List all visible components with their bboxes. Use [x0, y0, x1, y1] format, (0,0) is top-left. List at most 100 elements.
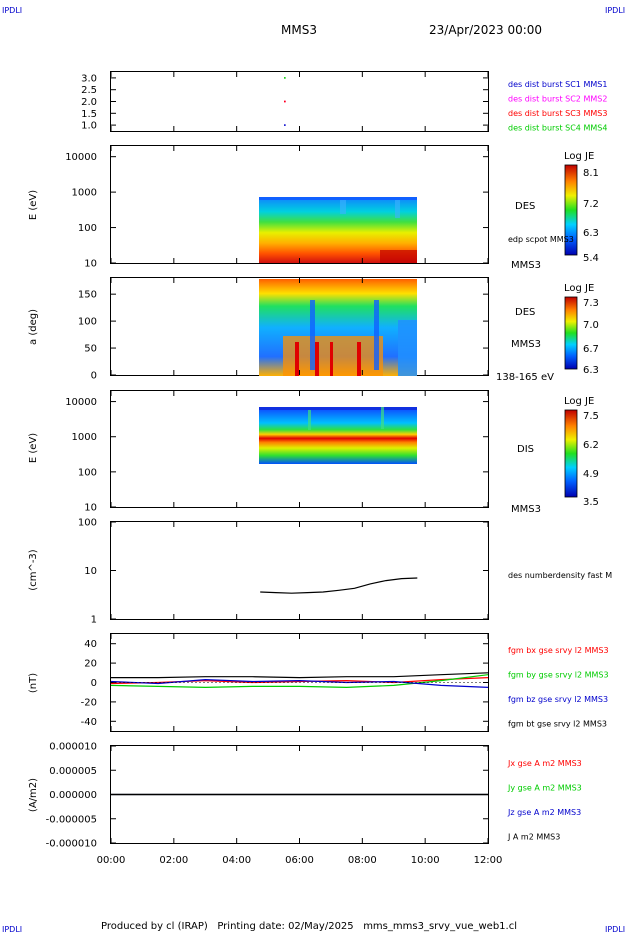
- y-tick-label: 100: [78, 467, 97, 478]
- y-title-density: (cm^-3): [28, 549, 39, 590]
- scpot-label: edp scpot MMS3: [508, 235, 574, 244]
- corner-label-tl: IPDLI: [2, 6, 22, 15]
- colorbar-tick: 6.3: [583, 228, 599, 239]
- y-tick-label: -40: [81, 717, 97, 728]
- panel-burst-frame: [110, 71, 489, 132]
- corner-label-bl: IPDLI: [2, 925, 22, 934]
- des-pitch-label: DES: [515, 307, 535, 318]
- footer-credit: Produced by cl (IRAP) Printing date: 02/…: [101, 921, 517, 932]
- panel-current-frame: [110, 745, 489, 844]
- legend-entry: des dist burst SC4 MMS4: [508, 124, 607, 133]
- des-pitch-spectrogram: [259, 279, 417, 376]
- y-tick-label: 100: [78, 223, 97, 234]
- y-tick-label: 40: [84, 639, 97, 650]
- y-tick-label: 100: [78, 317, 97, 328]
- panel-bfield-frame: [110, 633, 489, 732]
- y-tick-label: 150: [78, 290, 97, 301]
- des-label: DES: [515, 201, 535, 212]
- corner-label-tr: IPDLI: [605, 6, 625, 15]
- series-line: [110, 674, 489, 689]
- des-energy-spectrogram: [259, 197, 417, 263]
- legends: des dist burst SC1 MMS1 des dist burst SC…: [507, 80, 612, 842]
- y-tick-label: 1.0: [81, 121, 97, 132]
- y-tick-label: 20: [84, 659, 97, 670]
- y-tick-label: 0.000010: [49, 742, 97, 753]
- legend-entry: fgm bz gse srvy l2 MMS3: [508, 695, 608, 704]
- colorbar-tick: 4.9: [583, 469, 599, 480]
- y-tick-label: 10: [84, 259, 97, 270]
- y-title-des-energy: E (eV): [28, 190, 39, 220]
- y-title-pitch: a (deg): [28, 309, 39, 345]
- legend-entry: Jy gse A m2 MMS3: [507, 784, 582, 793]
- y-tick-label: 2.5: [81, 85, 97, 96]
- y-tick-label: 2.0: [81, 97, 97, 108]
- colorbar-tick: 7.3: [583, 298, 599, 309]
- y-tick-label: 1000: [72, 432, 97, 443]
- legend-entry: des dist burst SC2 MMS2: [508, 95, 607, 104]
- y-tick-label: 10: [84, 503, 97, 514]
- y-tick-label: 50: [84, 344, 97, 355]
- colorbar-des-energy: Log JE 8.1 7.2 6.3 5.4: [564, 151, 599, 264]
- y-tick-label: -0.000005: [46, 814, 97, 825]
- legend-entry: des dist burst SC3 MMS3: [508, 109, 607, 118]
- colorbar-dis-energy: Log JE 7.5 6.2 4.9 3.5: [564, 396, 599, 508]
- panel-des-energy-frame: [110, 145, 489, 264]
- date-title: 23/Apr/2023 00:00: [429, 23, 542, 37]
- x-tick-label: 12:00: [474, 855, 503, 866]
- corner-label-br: IPDLI: [605, 925, 625, 934]
- colorbar-des-pitch: Log JE 7.3 7.0 6.7 6.3: [564, 283, 599, 376]
- colorbar-tick: 3.5: [583, 497, 599, 508]
- panel-frames: [110, 71, 489, 844]
- y-tick-label: 10000: [65, 152, 97, 163]
- y-tick-label: 1.5: [81, 109, 97, 120]
- legend-entry: fgm bt gse srvy l2 MMS3: [508, 720, 607, 729]
- y-tick-label: 0.000000: [49, 790, 97, 801]
- x-tick-label: 06:00: [285, 855, 314, 866]
- series-line: [260, 577, 418, 594]
- y-axis-titles: E (eV) a (deg) E (eV) (cm^-3) (nT) (A/m2…: [28, 190, 39, 812]
- y-tick-label: 10000: [65, 397, 97, 408]
- y-tick-label: 0: [91, 678, 97, 689]
- dis-energy-spectrogram: [259, 407, 417, 464]
- colorbar-tick: 6.7: [583, 344, 599, 355]
- colorbar-tick: 5.4: [583, 253, 599, 264]
- colorbar-tick: 8.1: [583, 168, 599, 179]
- legend-entry: Jz gse A m2 MMS3: [507, 808, 581, 817]
- panel-density-frame: [110, 521, 489, 620]
- chart-marks: [110, 77, 489, 796]
- y-title-dis-energy: E (eV): [28, 433, 39, 463]
- dis-label: DIS: [517, 444, 534, 455]
- y-tick-label: 100: [78, 518, 97, 529]
- y-tick-label: 3.0: [81, 73, 97, 84]
- panel-dis-energy-frame: [110, 390, 489, 508]
- y-tick-label: -0.000010: [46, 839, 97, 850]
- x-tick-label: 04:00: [222, 855, 251, 866]
- y-tick-label: -20: [81, 697, 97, 708]
- mms3-dis-label: MMS3: [511, 504, 541, 515]
- legend-entry: fgm bx gse srvy l2 MMS3: [508, 646, 609, 655]
- energy-band-label: 138-165 eV: [496, 372, 554, 383]
- y-tick-label: 1000: [72, 188, 97, 199]
- legend-entry: des dist burst SC1 MMS1: [508, 80, 607, 89]
- legend-entry: Jx gse A m2 MMS3: [507, 759, 582, 768]
- y-tick-label: 1: [91, 615, 97, 626]
- series-line: [110, 678, 489, 688]
- burst-point: [284, 100, 286, 103]
- y-tick-label: 0: [91, 371, 97, 382]
- mms3-pitch-label: MMS3: [511, 339, 541, 350]
- axis-ticks: 1.01.52.02.53.01010010001000005010015010…: [46, 72, 503, 866]
- x-tick-label: 10:00: [411, 855, 440, 866]
- spacecraft-title: MMS3: [281, 23, 317, 37]
- colorbar-tick: 6.3: [583, 365, 599, 376]
- legend-entry: des numberdensity fast M: [508, 571, 612, 580]
- series-line: [111, 672, 489, 679]
- panel-labels: DES edp scpot MMS3 MMS3 DES MMS3 138-165…: [496, 201, 574, 515]
- x-tick-label: 02:00: [159, 855, 188, 866]
- legend-entry: fgm by gse srvy l2 MMS3: [508, 671, 609, 680]
- burst-point: [284, 124, 286, 126]
- legend-entry: J A m2 MMS3: [507, 833, 560, 842]
- burst-point: [284, 77, 286, 79]
- y-title-bfield: (nT): [28, 673, 39, 693]
- y-title-current: (A/m2): [28, 778, 39, 812]
